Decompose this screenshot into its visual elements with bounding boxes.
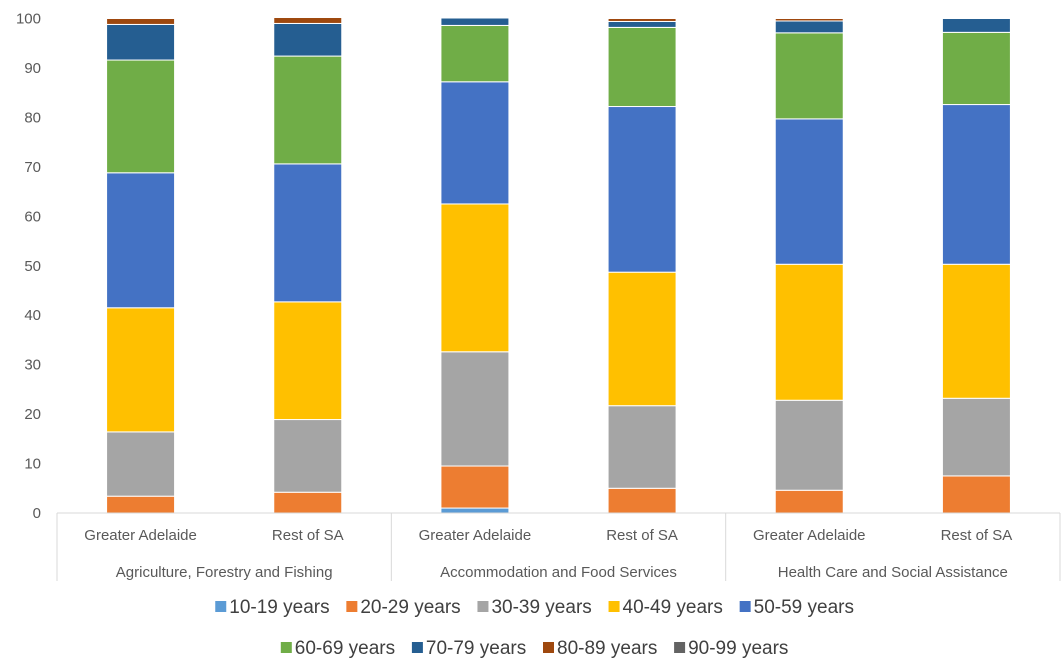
x-category-labels: Greater Adelaide Rest of SA Greater Adelai… [84,527,1012,544]
bar-segment [273,163,343,303]
category-separators [56,513,1061,581]
legend-label: 80-89 years [557,638,657,659]
y-tick-label: 0 [33,505,41,522]
y-tick-label: 90 [24,60,41,77]
legend-label: 60-69 years [295,638,395,659]
legend-label: 50-59 years [754,597,854,618]
bar-segment [607,405,677,489]
x-category-label: Rest of SA [941,527,1013,544]
bar-segment [607,487,677,514]
bar-segment [774,489,844,514]
legend-label: 20-29 years [360,597,460,618]
y-tick-label: 10 [24,456,41,473]
bar-segment [106,431,176,497]
bar-segment [440,507,510,514]
bar-segment [774,32,844,120]
bar-segment [273,419,343,493]
y-axis: 0 10 20 30 40 50 60 70 80 90 100 [16,11,41,523]
bar-segment [607,106,677,273]
bar-segment [106,18,176,25]
bar-segment [440,351,510,467]
bar-segment [106,59,176,174]
legend-swatch [280,642,292,653]
bar-segment [273,491,343,514]
x-category-label: Greater Adelaide [84,527,197,544]
bar-segment [607,26,677,108]
x-group-label: Agriculture, Forestry and Fishing [116,564,333,581]
y-tick-label: 100 [16,11,41,28]
bar-segment [941,263,1011,399]
bar-segment [106,172,176,309]
bar-segment [941,475,1011,514]
bar-segment [106,307,176,433]
bar-segment [941,397,1011,477]
bars [106,17,1011,514]
bar-segment [106,495,176,514]
legend: 10-19 years 20-29 years 30-39 years 40-49 y… [215,597,854,659]
x-category-label: Greater Adelaide [753,527,866,544]
legend-label: 10-19 years [229,597,329,618]
legend-label: 30-39 years [491,597,591,618]
x-group-label: Accommodation and Food Services [440,564,677,581]
y-tick-label: 80 [24,109,41,126]
x-category-label: Greater Adelaide [419,527,532,544]
legend-label: 90-99 years [688,638,788,659]
y-tick-label: 70 [24,159,41,176]
bar-segment [273,22,343,57]
y-tick-label: 30 [24,357,41,374]
legend-swatch [543,642,554,653]
bar-segment [774,18,844,22]
bar-segment [774,20,844,34]
bar-segment [774,263,844,401]
bar-segment [440,24,510,83]
bar-segment [607,18,677,22]
x-category-label: Rest of SA [606,527,678,544]
x-category-label: Rest of SA [272,527,344,544]
bar-segment [440,81,510,205]
legend-swatch [215,601,227,612]
legend-swatch [411,642,423,653]
bar-segment [273,17,343,24]
legend-label: 70-79 years [426,638,526,659]
bar-segment [774,399,844,491]
bar-segment [607,271,677,407]
legend-swatch [608,601,620,612]
x-group-labels: Agriculture, Forestry and Fishing Accommo… [116,564,1008,581]
legend-swatch [346,601,358,612]
bar-segment [106,23,176,61]
bar-segment [440,203,510,353]
bar-segment [273,55,343,165]
legend-swatch [477,601,489,612]
y-tick-label: 50 [24,258,41,275]
bar-segment [774,118,844,265]
legend-swatch [674,642,686,653]
x-group-label: Health Care and Social Assistance [778,564,1008,581]
bar-segment [607,20,677,28]
bar-segment [440,465,510,509]
y-tick-label: 60 [24,208,41,225]
y-tick-label: 20 [24,406,41,423]
bar-segment [941,31,1011,106]
legend-swatch [739,601,751,612]
bar-segment [440,17,510,26]
bar-segment [941,104,1011,265]
legend-label: 40-49 years [623,597,723,618]
y-tick-label: 40 [24,307,41,324]
bar-segment [273,301,343,421]
bar-segment [941,18,1011,33]
